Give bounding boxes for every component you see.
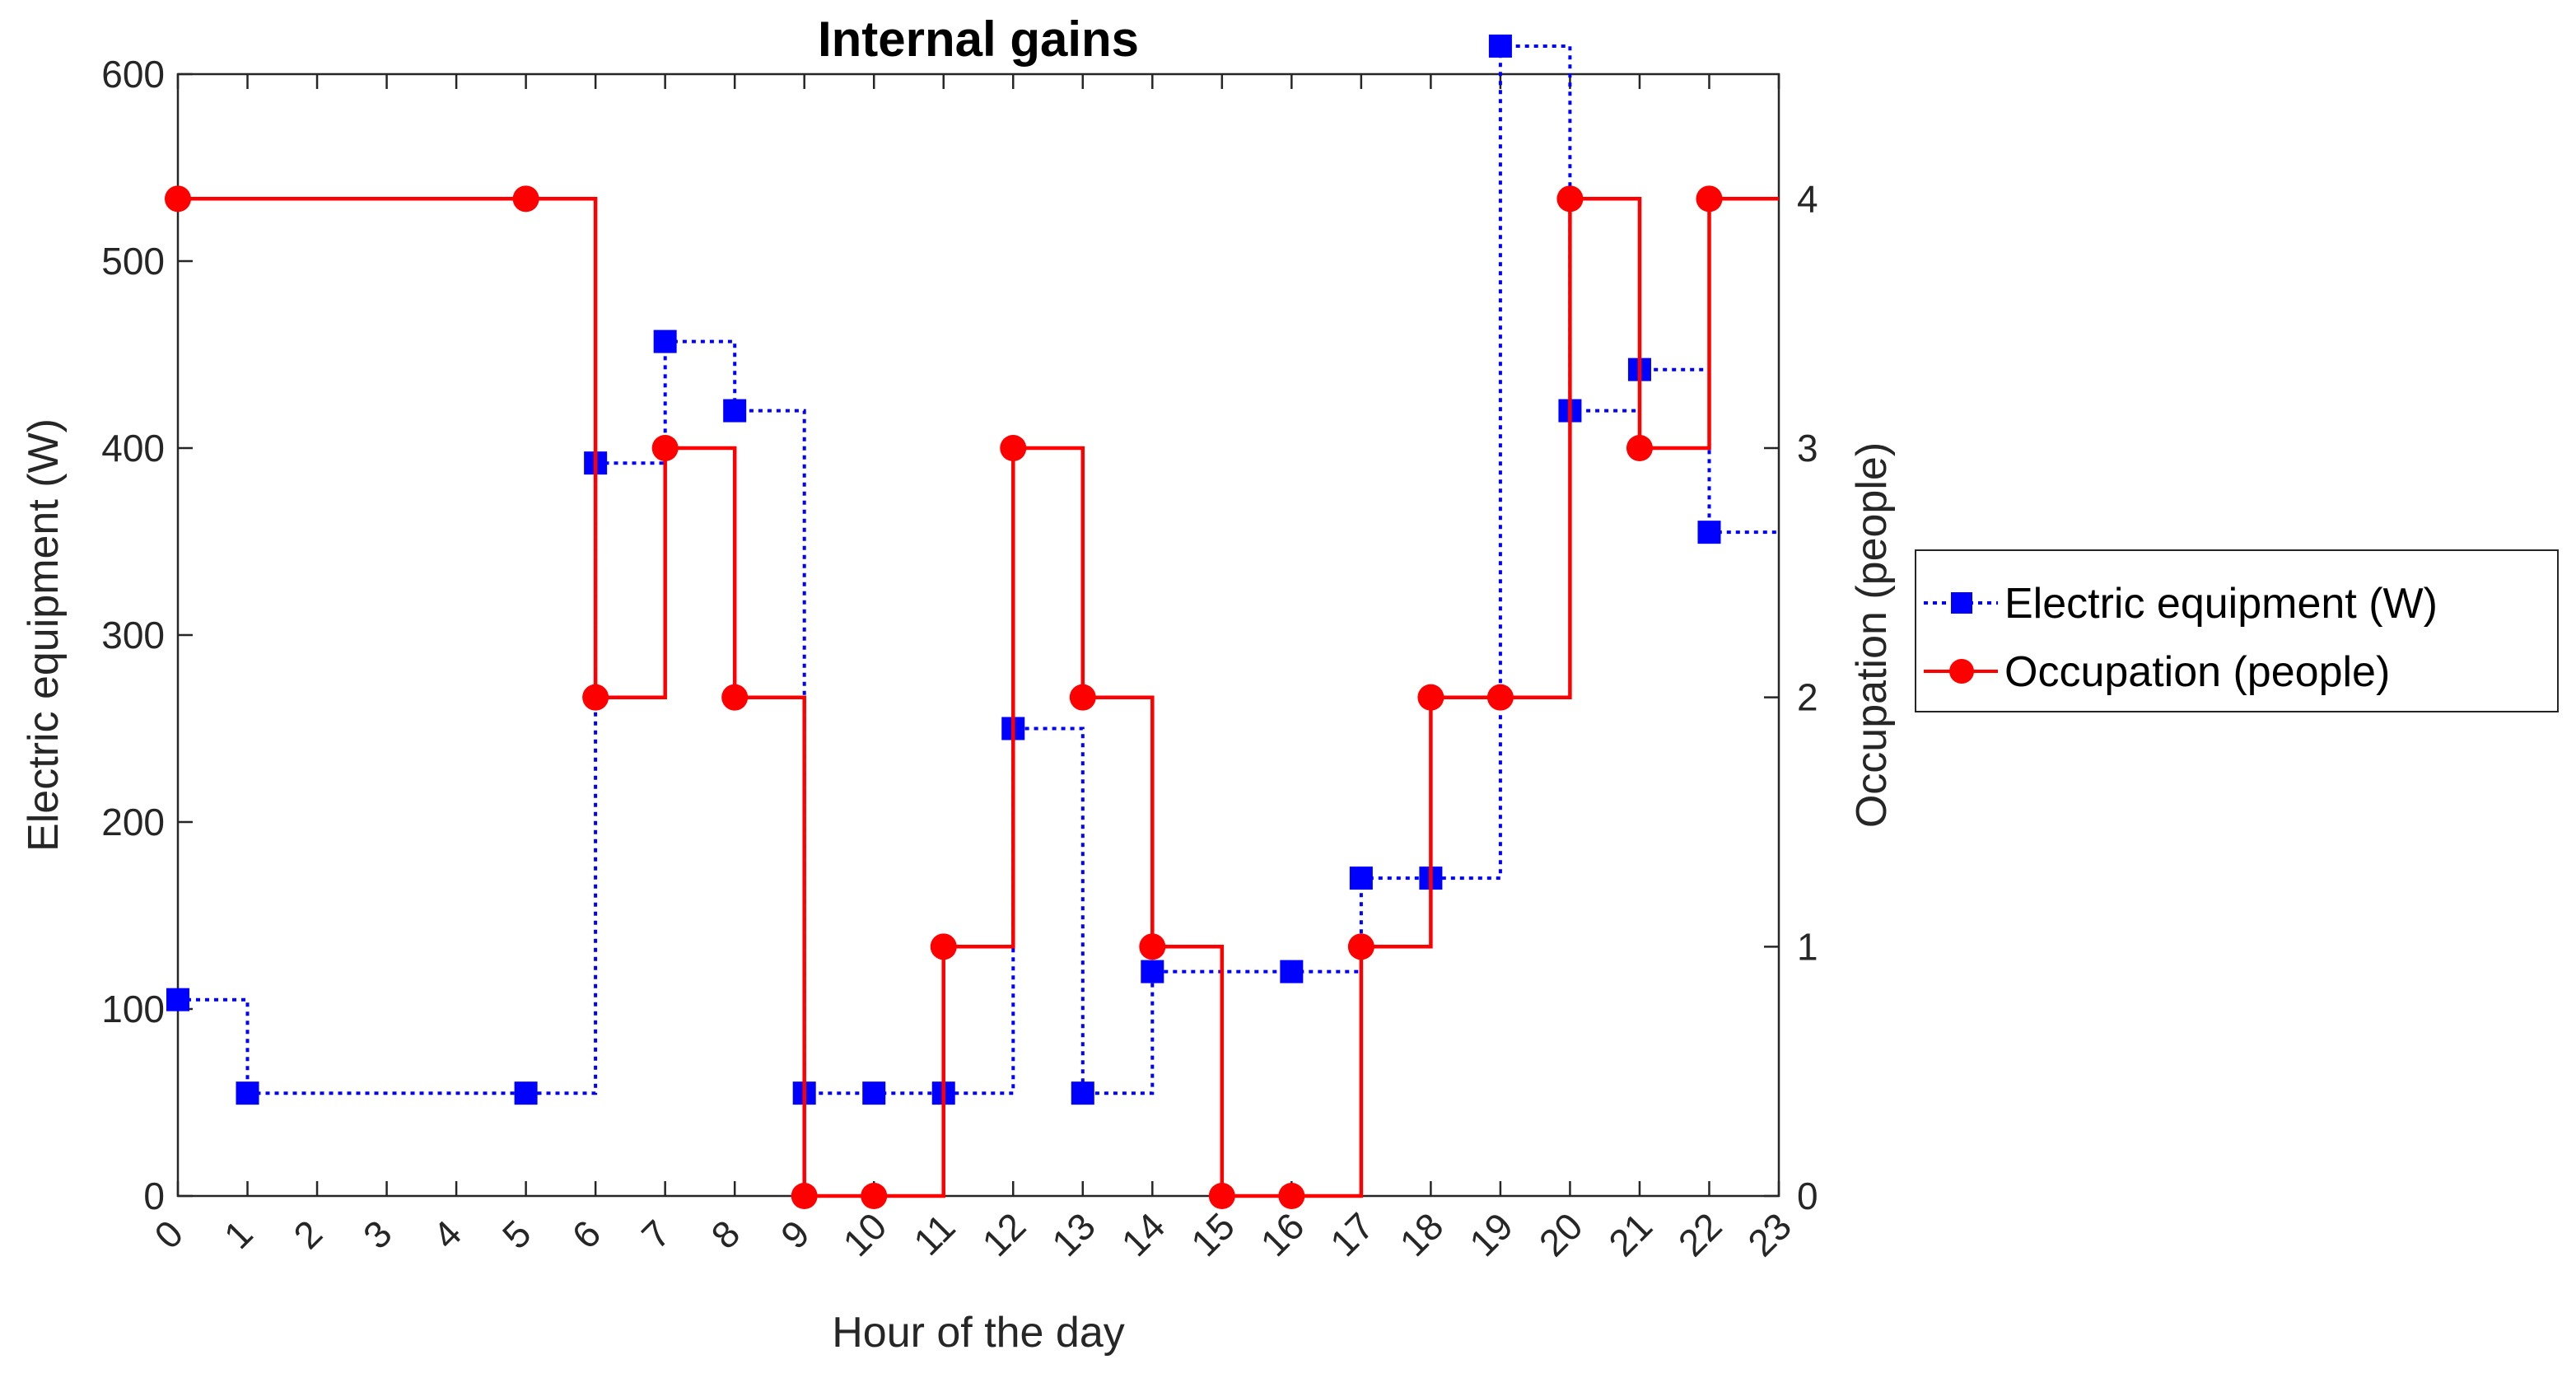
legend-item-occupation: Occupation (people) (1924, 648, 2390, 696)
data-point (582, 684, 609, 711)
y-left-tick-label: 0 (143, 1175, 165, 1217)
data-point (1000, 435, 1027, 461)
plot-area (176, 72, 1780, 1198)
data-point (862, 1081, 886, 1105)
data-point (1347, 933, 1374, 960)
data-point (165, 185, 191, 213)
data-point (651, 435, 679, 461)
legend-box (1915, 549, 2559, 712)
legend: Electric equipment (W) Occupation (peopl… (1915, 549, 2559, 712)
data-point (723, 399, 747, 423)
data-point (1486, 684, 1514, 711)
data-point (1280, 960, 1304, 983)
x-tick-label: 8 (702, 1212, 748, 1257)
data-point (653, 329, 677, 353)
data-point (1069, 684, 1096, 711)
data-point (861, 1183, 888, 1209)
series-occupation (165, 185, 1779, 1209)
data-point (1139, 933, 1166, 960)
series-layer (165, 34, 1779, 1209)
y-left-tick-label: 300 (101, 614, 165, 656)
y-left-tick-label: 100 (101, 988, 165, 1030)
data-point (1697, 521, 1721, 544)
data-point (512, 185, 539, 213)
x-tick-label: 15 (1183, 1204, 1243, 1264)
y-right-tick-label: 2 (1797, 676, 1818, 719)
x-tick-label: 5 (494, 1212, 539, 1257)
y-axis-left-label: Electric equipment (W) (20, 418, 68, 852)
x-tick-label: 12 (973, 1204, 1034, 1264)
data-point (1141, 960, 1164, 983)
y-right-tick-label: 0 (1797, 1175, 1818, 1217)
legend-label-occupation: Occupation (people) (2004, 648, 2390, 696)
data-point (1208, 1183, 1235, 1209)
x-tick-label: 11 (905, 1205, 964, 1264)
data-point (1488, 34, 1512, 58)
data-point (1556, 185, 1584, 213)
y-right-tick-label: 4 (1797, 177, 1818, 220)
data-point (1417, 684, 1444, 711)
x-tick-label: 21 (1600, 1204, 1660, 1264)
data-point (1626, 435, 1653, 461)
x-tick-label: 20 (1531, 1204, 1591, 1264)
data-point (514, 1081, 538, 1105)
x-tick-label: 16 (1253, 1204, 1313, 1264)
data-point (236, 1081, 259, 1105)
y-left-tick-label: 200 (101, 801, 165, 843)
x-axis-label: Hour of the day (832, 1309, 1125, 1357)
x-tick-label: 1 (216, 1212, 261, 1257)
x-tick-label: 9 (772, 1212, 818, 1257)
x-tick-label: 17 (1322, 1204, 1382, 1264)
legend-item-electric: Electric equipment (W) (1924, 580, 2438, 628)
legend-marker-electric (1951, 592, 1972, 614)
x-tick-label: 6 (563, 1212, 609, 1257)
y-left-tick-label: 500 (101, 240, 165, 283)
x-tick-label: 4 (424, 1212, 469, 1257)
x-tick-label: 23 (1739, 1204, 1799, 1264)
y-right-tick-label: 3 (1797, 427, 1818, 469)
chart-title: Internal gains (818, 12, 1139, 67)
data-point (1071, 1081, 1094, 1105)
y-axis-right-label: Occupation (people) (1848, 442, 1896, 828)
y-left-tick-label: 600 (101, 53, 165, 96)
data-point (1278, 1183, 1305, 1209)
data-point (791, 1183, 818, 1209)
x-tick-label: 2 (285, 1212, 330, 1257)
x-tick-label: 0 (146, 1212, 191, 1257)
data-point (1349, 867, 1373, 890)
x-tick-label: 19 (1461, 1204, 1521, 1264)
y-right-tick-label: 1 (1797, 925, 1818, 968)
x-tick-label: 18 (1392, 1204, 1452, 1264)
data-point (1696, 185, 1723, 213)
legend-label-electric: Electric equipment (W) (2004, 580, 2438, 628)
x-tick-label: 7 (633, 1212, 679, 1257)
data-point (166, 988, 189, 1011)
x-tick-label: 10 (834, 1204, 894, 1264)
x-tick-label: 14 (1113, 1204, 1174, 1264)
data-point (721, 684, 749, 711)
legend-marker-occupation (1949, 659, 1974, 684)
series-line (178, 44, 1779, 1095)
x-tick-label: 3 (355, 1212, 400, 1257)
y-left-tick-label: 400 (101, 427, 165, 469)
x-tick-label: 13 (1043, 1204, 1104, 1264)
data-point (930, 933, 957, 960)
x-tick-label: 22 (1670, 1204, 1730, 1264)
